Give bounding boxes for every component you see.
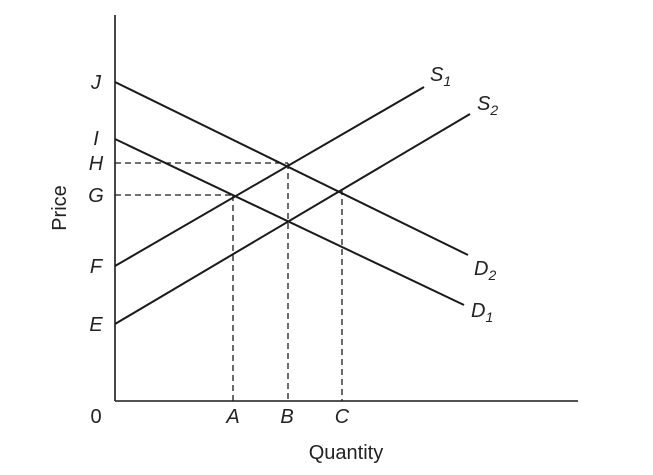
curve-label-s2-letter: S xyxy=(477,93,491,115)
price-label-j: J xyxy=(90,72,102,94)
x-axis-title: Quantity xyxy=(309,442,383,464)
price-label-g: G xyxy=(88,185,104,207)
price-label-i: I xyxy=(93,128,99,150)
curve-label-d1: D1 xyxy=(471,300,493,325)
curve-label-s1-letter: S xyxy=(430,64,444,86)
curve-label-d1-sub: 1 xyxy=(485,309,493,325)
curve-label-s2-sub: 2 xyxy=(489,102,498,118)
curve-label-s1: S1 xyxy=(430,64,451,89)
quantity-label-c: C xyxy=(335,406,350,428)
quantity-label-a: A xyxy=(225,406,239,428)
curve-label-s1-sub: 1 xyxy=(443,73,451,89)
price-label-e: E xyxy=(89,314,103,336)
curve-label-d1-letter: D xyxy=(471,300,485,322)
curve-label-s2: S2 xyxy=(477,93,498,118)
quantity-label-b: B xyxy=(280,406,293,428)
curve-label-d2-sub: 2 xyxy=(487,267,496,283)
curve-label-d2-letter: D xyxy=(474,258,488,280)
price-label-f: F xyxy=(90,256,104,278)
y-axis-title: Price xyxy=(49,185,71,231)
demand-curve-d1 xyxy=(114,138,465,306)
origin-label: 0 xyxy=(90,406,101,428)
price-label-h: H xyxy=(89,153,104,175)
demand-curve-d2 xyxy=(114,81,469,256)
supply-curve-s1 xyxy=(114,86,425,267)
curve-label-d2: D2 xyxy=(474,258,496,283)
supply-curve-s2 xyxy=(114,113,471,325)
